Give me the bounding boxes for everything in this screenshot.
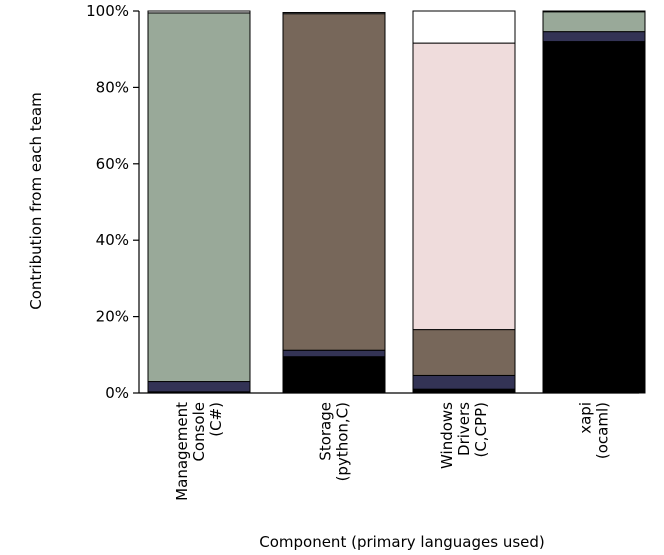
- bar-segment: [147, 10, 251, 14]
- bar-segment: [282, 12, 386, 15]
- bar-segment: [282, 356, 386, 394]
- bar-segment: [542, 31, 646, 43]
- x-tick-label: Console: [190, 402, 208, 462]
- x-tick-label: Windows: [438, 402, 456, 469]
- y-tick-label: 60%: [96, 155, 129, 173]
- y-tick-label: 20%: [96, 308, 129, 326]
- x-tick-label: Storage: [317, 402, 335, 461]
- y-tick-label: 80%: [96, 78, 129, 96]
- x-axis-title: Component (primary languages used): [259, 533, 545, 551]
- x-tick-label: xapi: [577, 402, 595, 434]
- bars: [147, 10, 646, 394]
- bar-segment: [412, 42, 516, 331]
- bar-segment: [542, 41, 646, 394]
- bar-segment: [542, 11, 646, 33]
- bar-segment: [282, 13, 386, 351]
- y-tick-label: 100%: [86, 2, 129, 20]
- x-tick-label: Management: [173, 402, 191, 501]
- x-tick-label: (python,C): [334, 402, 352, 481]
- bar-segment: [147, 381, 251, 393]
- bar-segment: [412, 329, 516, 376]
- x-tick-label: Drivers: [455, 402, 473, 456]
- bar-segment: [282, 349, 386, 358]
- y-tick-label: 0%: [105, 384, 129, 402]
- bar-segment: [412, 10, 516, 44]
- bar-segment: [542, 10, 646, 13]
- y-axis-title: Contribution from each team: [27, 92, 45, 309]
- x-tick-label: (C,CPP): [472, 402, 490, 458]
- bar-segment: [412, 374, 516, 390]
- x-axis: Management Console (C#) Storage (python,C) Wi…: [139, 392, 639, 501]
- y-axis: 0% 20% 40% 60% 80% 100%: [86, 2, 140, 402]
- x-tick-label: (C#): [207, 402, 225, 437]
- x-tick-label: (ocaml): [594, 402, 612, 459]
- y-tick-label: 40%: [96, 231, 129, 249]
- bar-segment: [147, 12, 251, 383]
